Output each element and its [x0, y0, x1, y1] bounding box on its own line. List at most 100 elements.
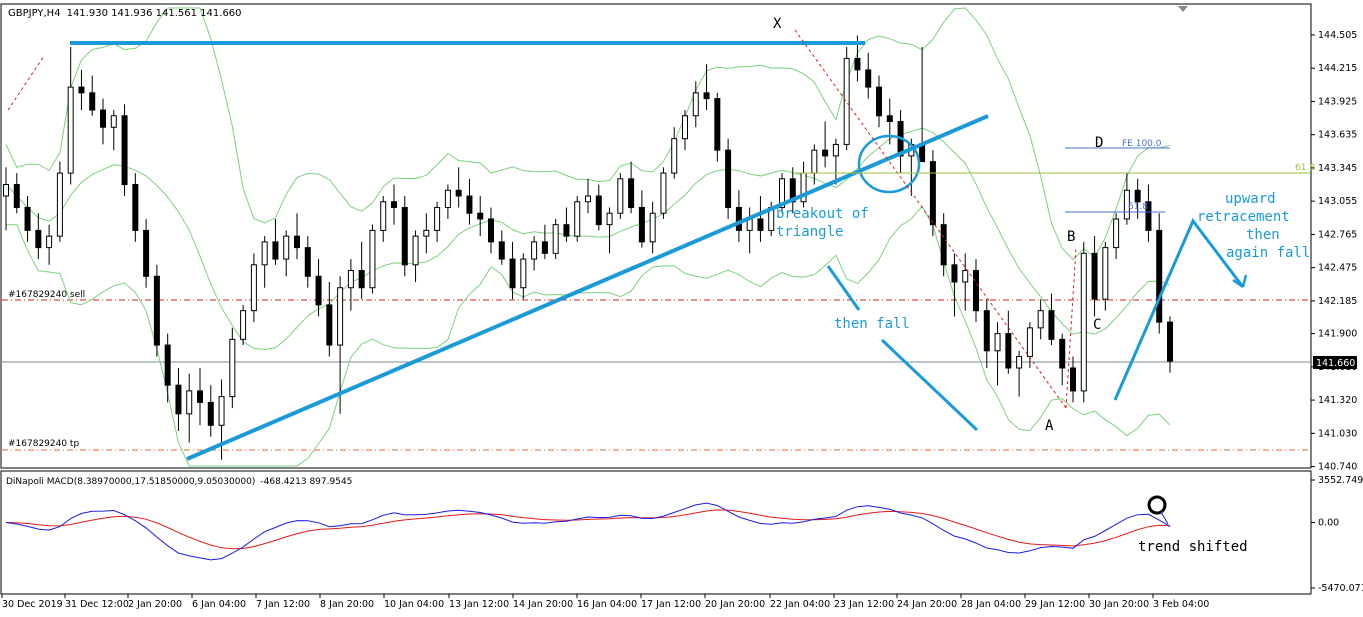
bull-candle: [531, 241, 538, 260]
price-axis: 144.505 144.215 143.925 143.635 143.345 143.0…: [1311, 30, 1357, 473]
macd-tail: [1160, 511, 1169, 525]
bear-candle: [563, 224, 570, 237]
bear-candle: [886, 115, 893, 122]
bear-candle: [207, 401, 214, 426]
trend-shift-circle[interactable]: [1147, 495, 1167, 515]
bull-candle: [843, 57, 850, 145]
bear-candle: [498, 241, 505, 260]
bear-candle: [1005, 333, 1012, 369]
tp-order-label: #167829240 tp: [8, 439, 79, 449]
bear-candle: [164, 344, 171, 386]
bear-candle: [197, 390, 203, 403]
arrow-head: [1241, 274, 1248, 288]
time-tick-label: 17 Jan 12:00: [641, 599, 701, 610]
fib-618-label: 61.8: [1295, 163, 1315, 173]
bull-candle: [250, 264, 257, 312]
bear-candle: [488, 218, 494, 243]
label-a: A: [1045, 418, 1054, 434]
fall-arrow-upper[interactable]: [826, 265, 861, 311]
bollinger-middle: [5, 127, 1171, 350]
bull-candle: [811, 149, 818, 174]
ab-dashed-line: [1065, 247, 1077, 409]
bear-candle: [951, 264, 958, 283]
price-tick-label: 141.030: [1318, 428, 1357, 439]
time-tick-label: 10 Jan 04:00: [384, 599, 444, 610]
bear-candle: [1048, 310, 1055, 340]
fall-arrow-lower[interactable]: [880, 338, 979, 432]
bull-candle: [520, 258, 527, 289]
label-c: C: [1093, 317, 1101, 333]
time-axis: 30 Dec 2019 31 Dec 12:00 2 Jan 20:00 6 Jan …: [1, 594, 1209, 610]
bear-candle: [143, 229, 150, 277]
price-tick-label: 143.345: [1318, 163, 1357, 174]
macd-tick-label: 0.00: [1318, 518, 1339, 529]
bear-candle: [703, 92, 710, 100]
left-dashed-line: [7, 55, 45, 111]
arrow-head: [1232, 278, 1244, 289]
bear-candle: [628, 178, 635, 208]
bear-candle: [1070, 367, 1076, 392]
bear-candle: [1167, 321, 1173, 362]
price-tick-label: 143.925: [1318, 96, 1357, 107]
bear-candle: [929, 161, 936, 226]
bull-candle: [444, 189, 451, 208]
bear-candle: [153, 275, 160, 346]
symbol-label: GBPJPY,H4 141.930 141.936 141.561 141.660: [8, 8, 242, 19]
macd-lines: [5, 495, 1171, 561]
bear-candle: [1059, 338, 1066, 369]
bull-candle: [46, 235, 53, 249]
bull-candle: [585, 195, 591, 203]
bull-candle: [1113, 218, 1120, 249]
bull-candle: [617, 178, 624, 214]
bull-candle: [380, 201, 387, 231]
time-tick-label: 22 Jan 04:00: [770, 599, 830, 610]
bear-candle: [175, 384, 182, 415]
bull-candle: [671, 138, 678, 174]
price-tick-label: 144.505: [1318, 30, 1357, 41]
bear-candle: [294, 235, 300, 249]
upward-text-2: retracement: [1197, 209, 1290, 225]
label-d: D: [1095, 135, 1103, 151]
chart-shift-marker[interactable]: [1178, 6, 1188, 12]
price-tick-label: 142.765: [1318, 229, 1357, 240]
bear-candle: [272, 241, 279, 260]
bull-candle: [56, 172, 63, 237]
bear-candle: [132, 184, 139, 231]
time-tick-label: 7 Jan 12:00: [256, 599, 310, 610]
bear-candle: [455, 189, 462, 197]
bear-candle: [401, 206, 408, 266]
price-tick-label: 141.900: [1318, 329, 1357, 340]
bear-candle: [714, 98, 721, 151]
price-tick-label: 144.215: [1318, 63, 1357, 74]
price-panel: [0, 3, 1312, 469]
bear-candle: [638, 206, 645, 243]
bull-candle: [347, 270, 354, 289]
price-tick-label: 141.320: [1318, 395, 1357, 406]
price-tick-label: 143.055: [1318, 196, 1357, 207]
bear-candle: [24, 206, 31, 231]
retracement-path[interactable]: [1113, 218, 1245, 401]
time-tick-label: 8 Jan 20:00: [320, 599, 374, 610]
bear-candle: [78, 86, 85, 94]
breakout-text-2: triangle: [776, 224, 843, 240]
bull-candle: [261, 241, 268, 266]
time-tick-label: 16 Jan 04:00: [577, 599, 637, 610]
time-tick-label: 2 Jan 20:00: [128, 599, 182, 610]
macd-panel: [0, 470, 1312, 595]
then-fall-text: then fall: [834, 316, 910, 332]
breakout-circle[interactable]: [857, 134, 921, 194]
price-tick-label: 140.740: [1318, 462, 1357, 473]
bull-candle: [574, 201, 581, 237]
bear-candle: [735, 206, 742, 231]
bear-candle: [973, 270, 979, 312]
bull-candle: [240, 310, 247, 340]
macd-tick-label: -5470.0714: [1318, 583, 1363, 594]
bear-candle: [391, 201, 397, 208]
time-tick-label: 30 Dec 2019: [2, 599, 63, 610]
bear-candle: [541, 241, 548, 254]
macd-axis: 3552.7495 0.00 -5470.0714: [1311, 475, 1363, 594]
time-tick-label: 3 Feb 04:00: [1153, 599, 1209, 610]
bear-candle: [326, 304, 333, 346]
bear-candle: [822, 149, 829, 157]
